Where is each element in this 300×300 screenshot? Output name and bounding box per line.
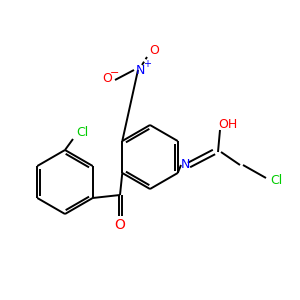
Text: N: N (135, 64, 145, 76)
Text: OH: OH (218, 118, 238, 131)
Text: O: O (102, 73, 112, 85)
Text: Cl: Cl (76, 127, 88, 140)
Text: O: O (115, 218, 125, 232)
Text: Cl: Cl (270, 173, 282, 187)
Text: O: O (149, 44, 159, 56)
Text: N: N (180, 158, 190, 172)
Text: −: − (110, 68, 120, 78)
Text: +: + (143, 59, 151, 69)
